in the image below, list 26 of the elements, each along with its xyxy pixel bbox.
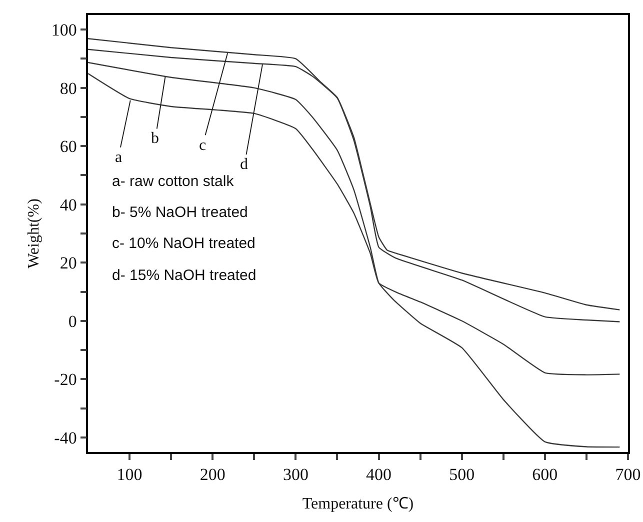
x-tick-label: 600 (532, 465, 558, 484)
x-tick-label: 700 (615, 465, 641, 484)
x-tick-label: 200 (200, 465, 226, 484)
annotation: b- 5% NaOH treated (112, 204, 248, 221)
y-tick-label: -40 (54, 428, 77, 448)
x-tick-label: 500 (449, 465, 475, 484)
y-tick-label: 100 (51, 20, 77, 40)
y-axis-title: Weight(%) (26, 198, 43, 268)
annotation: a (115, 149, 122, 166)
y-tick-label: 40 (60, 195, 77, 214)
annotation: c- 10% NaOH treated (112, 235, 256, 252)
y-tick-label: -20 (54, 370, 77, 390)
annotation: d- 15% NaOH treated (112, 267, 256, 284)
y-tick-label: 0 (68, 312, 77, 331)
annotation: c (199, 137, 206, 154)
y-tick-label: 20 (60, 254, 77, 273)
y-tick-label: 80 (60, 78, 77, 98)
annotation: d (240, 156, 248, 173)
annotation: b (151, 130, 159, 147)
y-tick-label: 60 (60, 137, 77, 156)
x-tick-label: 100 (116, 465, 142, 484)
annotation: a- raw cotton stalk (112, 173, 234, 190)
x-tick-label: 300 (282, 465, 308, 484)
x-tick-label: 400 (366, 465, 392, 484)
x-axis-title: Temperature (℃) (302, 495, 414, 512)
line-series (88, 62, 620, 448)
